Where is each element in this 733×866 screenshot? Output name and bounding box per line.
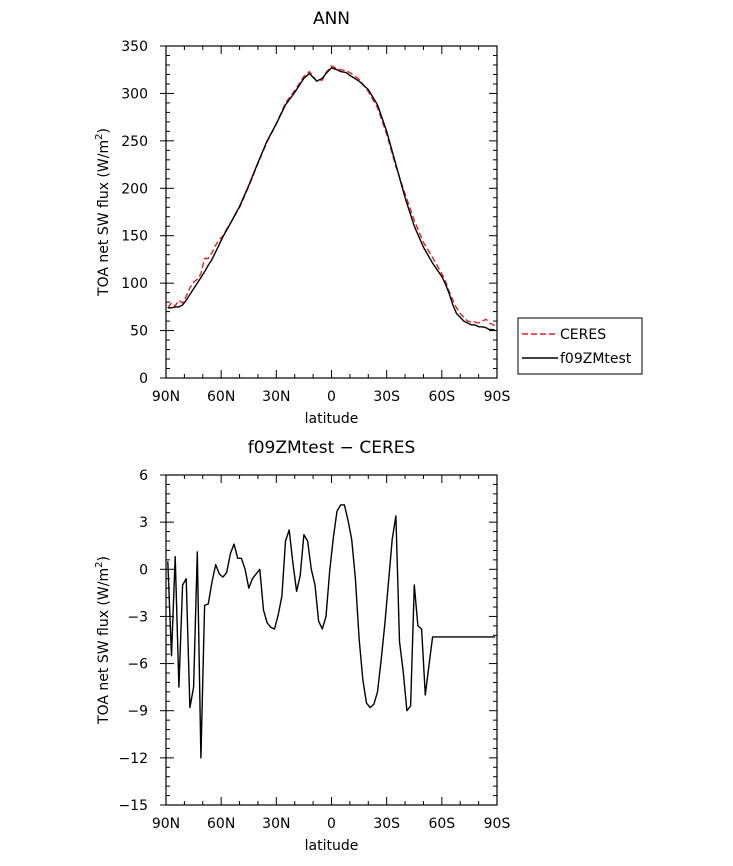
plot-frame (165, 474, 498, 806)
x-tick-label: 90N (152, 389, 180, 405)
y-tick-label: −3 (127, 609, 148, 625)
y-tick-label: −9 (127, 704, 148, 720)
y-axis-label-end: ) (96, 556, 112, 561)
y-axis-label-end: ) (96, 128, 112, 133)
legend-label: CERES (560, 327, 606, 343)
y-axis-label: TOA net SW flux (W/m2) (94, 556, 112, 725)
y-tick-label: 200 (121, 181, 148, 197)
y-tick-label: −15 (118, 798, 148, 814)
plot-frame (165, 45, 498, 379)
y-tick-label: 6 (139, 468, 148, 484)
y-axis-label-sup: 2 (94, 134, 105, 140)
y-tick-label: 0 (139, 371, 148, 387)
x-tick-label: 30S (373, 816, 400, 832)
series-line-f09zmtest (167, 67, 496, 332)
x-tick-label: 30S (373, 389, 400, 405)
x-tick-label: 90N (152, 816, 180, 832)
x-tick-label: 30N (262, 389, 290, 405)
y-tick-label: 100 (121, 276, 148, 292)
top-panel: ANN 90N 60N 30N 0 30S 60S 90S 0 50 100 150 200 250 300… (94, 9, 643, 427)
series-line-difference (167, 504, 496, 759)
y-tick-label: −12 (118, 751, 148, 767)
x-tick-label: 60S (428, 389, 455, 405)
y-tick-label: 3 (139, 515, 148, 531)
y-axis-label-text: TOA net SW flux (W/m (96, 140, 112, 297)
y-tick-label: 250 (121, 134, 148, 150)
x-tick-label: 90S (484, 816, 511, 832)
y-tick-label: 300 (121, 86, 148, 102)
x-tick-label: 60S (428, 816, 455, 832)
y-axis-label: TOA net SW flux (W/m2) (94, 128, 112, 297)
y-tick-label: 150 (121, 229, 148, 245)
x-axis-label: latitude (305, 838, 359, 854)
y-axis-label-sup: 2 (94, 562, 105, 568)
legend-box (517, 317, 643, 375)
y-tick-label: 50 (130, 324, 148, 340)
legend-label: f09ZMtest (560, 351, 632, 367)
y-tick-label: −6 (127, 657, 148, 673)
x-axis-label: latitude (305, 411, 359, 427)
x-tick-label: 30N (262, 816, 290, 832)
x-tick-label: 0 (327, 389, 336, 405)
bottom-panel: f09ZMtest − CERES 90N 60N 30N 0 30S 60S 90S −15 −… (94, 438, 510, 854)
chart-title: ANN (313, 9, 350, 29)
x-tick-label: 60N (207, 816, 235, 832)
y-tick-label: 350 (121, 39, 148, 55)
chart-title: f09ZMtest − CERES (248, 438, 416, 458)
x-tick-label: 60N (207, 389, 235, 405)
x-tick-label: 90S (484, 389, 511, 405)
y-tick-label: 0 (139, 562, 148, 578)
x-tick-label: 0 (327, 816, 336, 832)
y-axis-label-text: TOA net SW flux (W/m (96, 568, 112, 725)
